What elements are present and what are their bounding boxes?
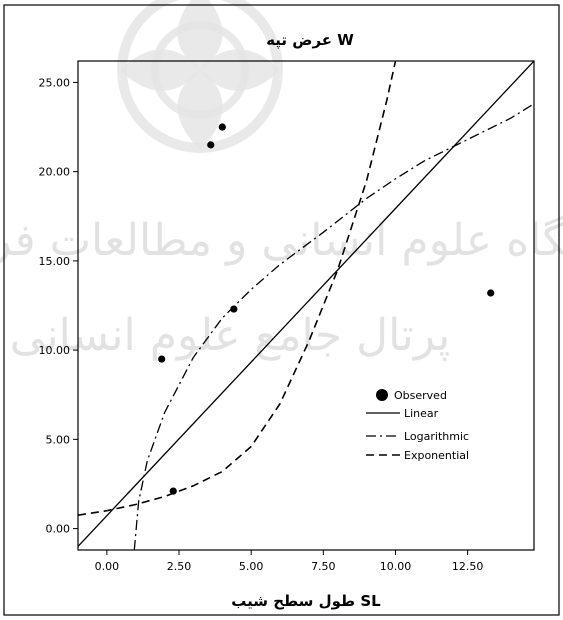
x-tick-label: 7.50: [311, 560, 336, 573]
legend-linear-label: Linear: [404, 407, 439, 420]
fit-line-linear: [78, 61, 534, 547]
chart-title: عرض تپه W: [266, 31, 354, 50]
y-tick-label: 0.00: [46, 523, 71, 536]
observed-point: [218, 123, 226, 131]
y-tick-label: 15.00: [39, 255, 71, 268]
x-axis-ticks: 0.00 2.50 5.00 7.50 10.00 12.50: [95, 550, 484, 573]
chart-frame: [3, 4, 560, 616]
legend-exponential-label: Exponential: [404, 449, 469, 462]
observed-point: [158, 355, 166, 363]
x-tick-label: 12.50: [452, 560, 484, 573]
watermark-text-line2: پرتال جامع علوم انسانی: [10, 310, 451, 361]
observed-point: [230, 305, 238, 313]
y-tick-label: 25.00: [39, 76, 71, 89]
watermark: پژوهشگاه علوم انسانی و مطالعات فرهنگی پر…: [0, 0, 563, 361]
observed-points: [158, 123, 495, 495]
x-tick-label: 5.00: [239, 560, 264, 573]
x-tick-label: 0.00: [95, 560, 120, 573]
fit-line-exponential: [78, 61, 397, 516]
fit-line-logarithmic: [133, 103, 534, 550]
plot-area: [77, 60, 535, 551]
watermark-emblem: [117, 0, 283, 153]
y-tick-label: 20.00: [39, 166, 71, 179]
x-tick-label: 2.50: [167, 560, 192, 573]
legend-logarithmic-label: Logarithmic: [404, 430, 469, 443]
legend-observed-marker: [376, 389, 388, 401]
y-axis-ticks: 0.00 5.00 10.00 15.00 20.00 25.00: [39, 76, 78, 536]
y-tick-label: 5.00: [46, 433, 71, 446]
legend-observed-label: Observed: [394, 389, 447, 402]
fit-lines: [78, 61, 534, 550]
y-tick-label: 10.00: [39, 344, 71, 357]
observed-point: [207, 141, 215, 149]
plot-border: [77, 60, 535, 551]
legend: Observed Linear Logarithmic Exponential: [366, 389, 469, 462]
watermark-text-line1: پژوهشگاه علوم انسانی و مطالعات فرهنگی: [0, 215, 563, 266]
x-axis-label: طول سطح شیب SL: [231, 592, 381, 610]
observed-point: [487, 289, 495, 297]
observed-point: [169, 487, 177, 495]
x-tick-label: 10.00: [380, 560, 412, 573]
